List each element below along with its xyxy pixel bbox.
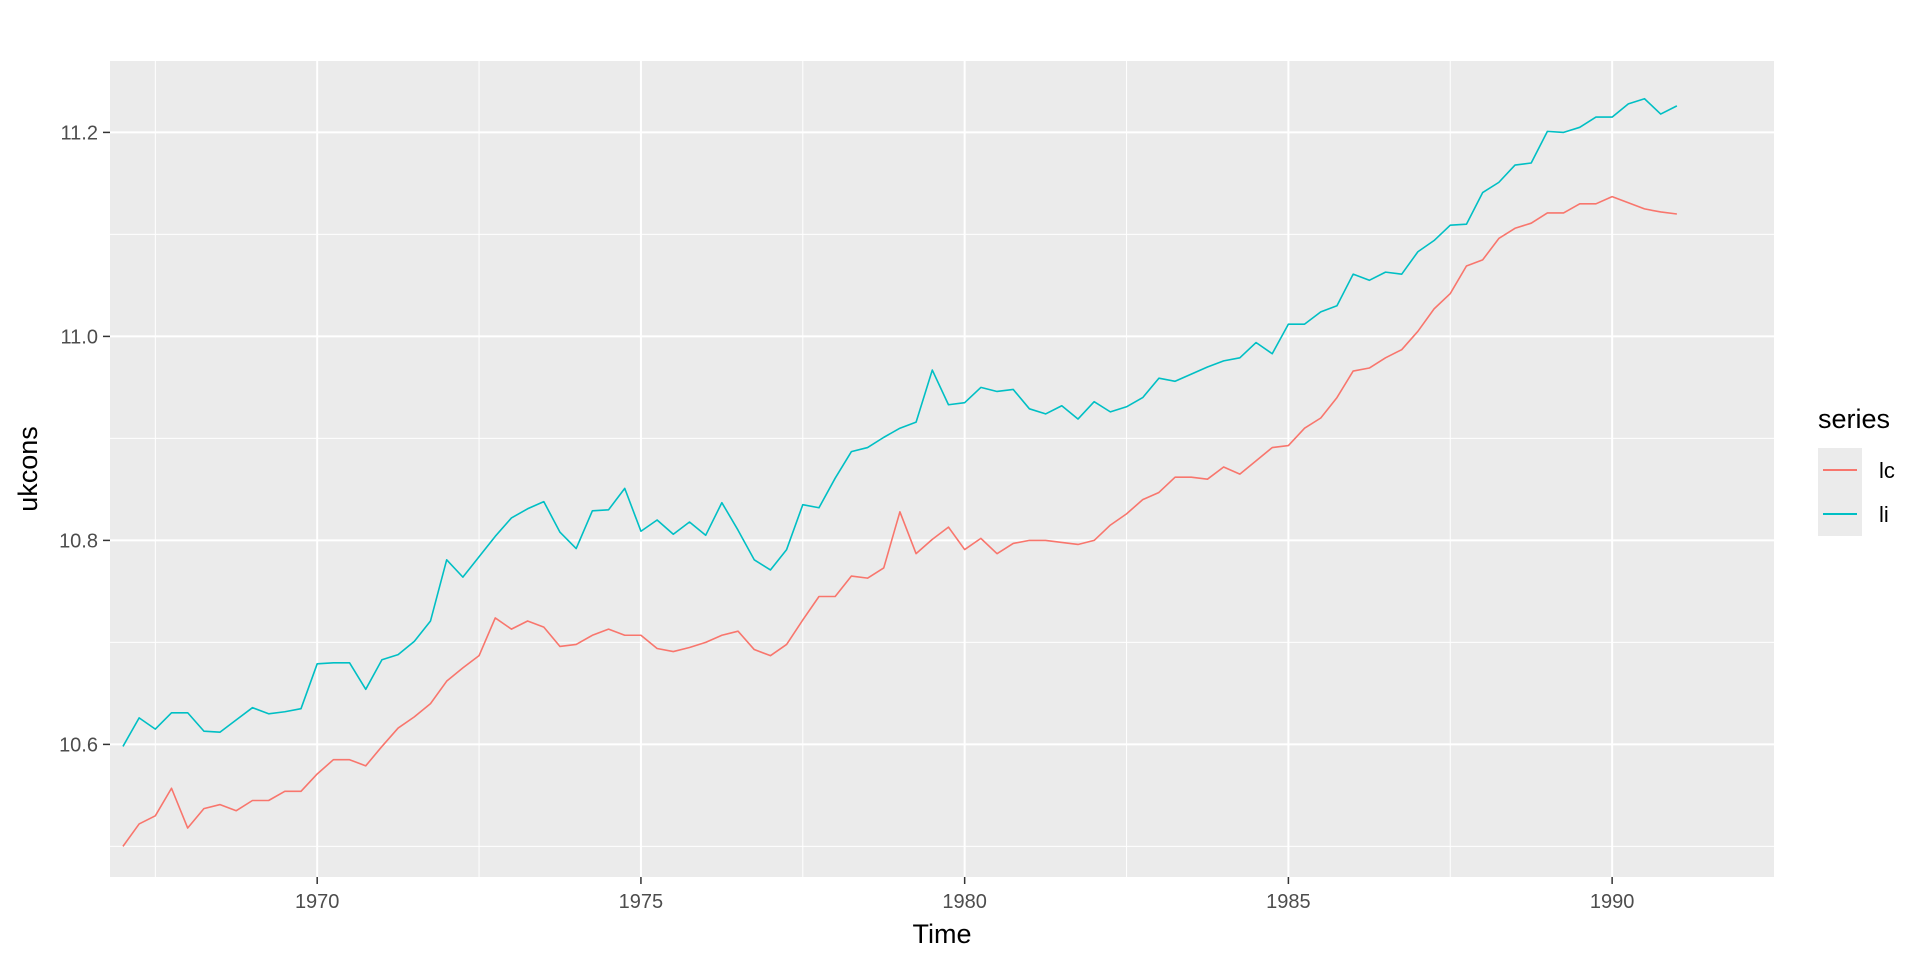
legend-label-lc: lc	[1879, 458, 1895, 483]
series-line-lc	[122, 195, 1677, 847]
y-tick-label: 10.8	[59, 530, 98, 552]
x-axis-title: Time	[913, 919, 972, 949]
x-tick-label: 1975	[619, 891, 664, 913]
series-line-li	[122, 97, 1678, 747]
legend-label-li: li	[1879, 502, 1889, 527]
x-tick-label: 1990	[1590, 891, 1635, 913]
x-tick-label: 1970	[295, 891, 340, 913]
x-tick-label: 1985	[1266, 891, 1311, 913]
y-tick-label: 10.6	[59, 734, 98, 756]
x-axis: 1970 1975 1980 1985 1990	[295, 877, 1634, 913]
x-tick-label: 1980	[942, 891, 987, 913]
plot-panel	[110, 61, 1774, 877]
major-gridlines	[110, 61, 1774, 877]
minor-gridlines	[110, 61, 1774, 877]
y-tick-label: 11.0	[61, 326, 98, 348]
legend-title: series	[1818, 404, 1890, 434]
y-axis-title: ukcons	[13, 426, 43, 512]
y-axis: 10.6 10.8 11.0 11.2	[59, 122, 110, 756]
series-lines	[122, 97, 1678, 847]
y-tick-label: 11.2	[61, 122, 98, 144]
legend: series lc li	[1818, 404, 1895, 536]
